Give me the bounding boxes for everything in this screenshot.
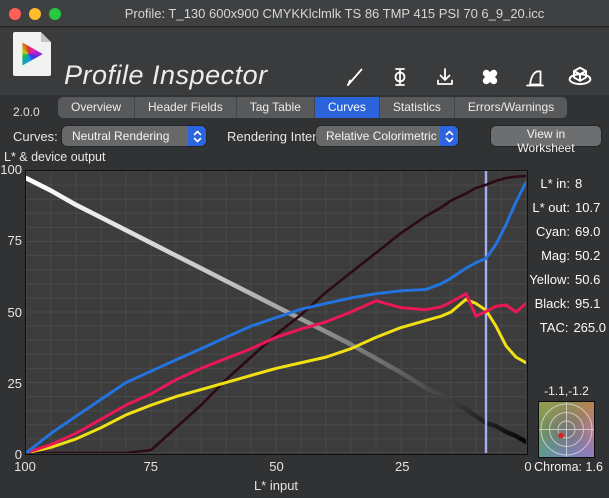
readout-label: Yellow:: [529, 272, 570, 287]
tab-statistics[interactable]: Statistics: [380, 97, 455, 118]
window-title: Profile: T_130 600x900 CMYKKlclmlk TS 86…: [124, 6, 545, 21]
x-tick-label: 0: [524, 459, 532, 474]
curves-view-button[interactable]: [522, 64, 548, 90]
popup-stepper-icon: [188, 126, 206, 146]
rename-button[interactable]: [387, 64, 413, 90]
repair-button[interactable]: [477, 64, 503, 90]
gamut-3d-button[interactable]: [567, 64, 593, 90]
download-icon: [437, 68, 453, 85]
readout-label: L* out:: [532, 200, 570, 215]
curves-popup-value: Neutral Rendering: [72, 129, 170, 143]
y-tick-label: 75: [7, 233, 22, 249]
app-title: Profile Inspector: [64, 60, 268, 90]
readout-label: TAC:: [539, 320, 569, 335]
readout-row: L* out: 10.7: [500, 196, 606, 220]
ab-chroma-gauge: [538, 401, 595, 458]
x-tick-label: 50: [269, 459, 284, 474]
toolbar: [342, 64, 593, 90]
tab-bar: Overview Header Fields Tag Table Curves Stat…: [58, 97, 568, 118]
readout-label: Mag:: [541, 248, 570, 263]
readout-row: Mag: 50.2: [500, 244, 606, 268]
curves-plot-svg: [26, 171, 526, 453]
chroma-dot: [558, 432, 564, 439]
tab-tag-table[interactable]: Tag Table: [237, 97, 315, 118]
zoom-button[interactable]: [49, 8, 61, 20]
x-tick-label: 25: [395, 459, 410, 474]
header: Profile Inspector 2.0.0: [0, 28, 609, 119]
chroma-readout: Chroma: 1.6: [534, 460, 603, 474]
ab-coordinates: -1.1,-1.2: [544, 384, 589, 398]
rendering-intent-label: Rendering Intent:: [227, 129, 327, 144]
readout-row: Yellow: 50.6: [500, 268, 606, 292]
readout-value: 50.2: [575, 248, 601, 263]
readout-row: Black: 95.1: [500, 292, 606, 316]
page-fold: [41, 32, 51, 42]
readout-label: Black:: [534, 296, 570, 311]
y-tick-label: 100: [0, 162, 22, 177]
tab-errors-warnings[interactable]: Errors/Warnings: [467, 100, 555, 114]
bandaid-icon: [482, 69, 498, 85]
rendering-intent-popup-value: Relative Colorimetric: [326, 129, 437, 143]
y-tick-label: 0: [14, 447, 22, 462]
tab-curves[interactable]: Curves: [314, 97, 380, 118]
readout-label: Cyan:: [536, 224, 570, 239]
readout-row: L* in: 8: [500, 172, 606, 196]
readout-row: TAC: 265.0: [500, 316, 606, 340]
edit-pencil-button[interactable]: [342, 64, 368, 90]
curves-popup[interactable]: Neutral Rendering: [62, 126, 206, 146]
app-icon: [13, 32, 51, 76]
curves-chart[interactable]: [25, 170, 528, 455]
x-tick-label: 75: [143, 459, 158, 474]
readout-value: 69.0: [575, 224, 601, 239]
tab-header-fields[interactable]: Header Fields: [135, 97, 237, 118]
close-button[interactable]: [9, 8, 21, 20]
gamut-cube-icon: [568, 66, 592, 86]
app-version: 2.0.0: [13, 105, 40, 119]
readout-value: 95.1: [575, 296, 601, 311]
rendering-intent-popup[interactable]: Relative Colorimetric: [316, 126, 458, 146]
text-cursor-icon: [394, 68, 406, 86]
readout-value: 265.0: [573, 320, 606, 335]
traffic-lights: [9, 8, 61, 20]
y-tick-label: 50: [7, 304, 22, 320]
x-tick-label: 100: [14, 459, 36, 474]
cursor-readouts: L* in: 8 L* out: 10.7 Cyan: 69.0 Mag: 50.2 Yello…: [500, 172, 606, 340]
readout-label: L* in:: [540, 176, 570, 191]
pencil-icon: [347, 68, 363, 86]
view-in-worksheet-button[interactable]: View in Worksheet: [491, 126, 601, 155]
readout-value: 8: [575, 176, 583, 191]
titlebar: Profile: T_130 600x900 CMYKKlclmlk TS 86…: [0, 0, 609, 27]
gamut-triangle-icon: [22, 42, 43, 66]
gauge-rings-icon: [539, 402, 594, 457]
chart-title: L* & device output: [4, 150, 106, 164]
readout-value: 10.7: [575, 200, 601, 215]
minimize-button[interactable]: [29, 8, 41, 20]
tab-overview[interactable]: Overview: [58, 97, 136, 118]
readout-value: 50.6: [575, 272, 601, 287]
tone-curve-icon: [526, 70, 544, 87]
popup-stepper-icon: [440, 126, 458, 146]
readout-row: Cyan: 69.0: [500, 220, 606, 244]
curves-label: Curves:: [13, 129, 58, 144]
y-tick-label: 25: [7, 375, 22, 391]
x-axis-label: L* input: [253, 478, 299, 493]
download-button[interactable]: [432, 64, 458, 90]
